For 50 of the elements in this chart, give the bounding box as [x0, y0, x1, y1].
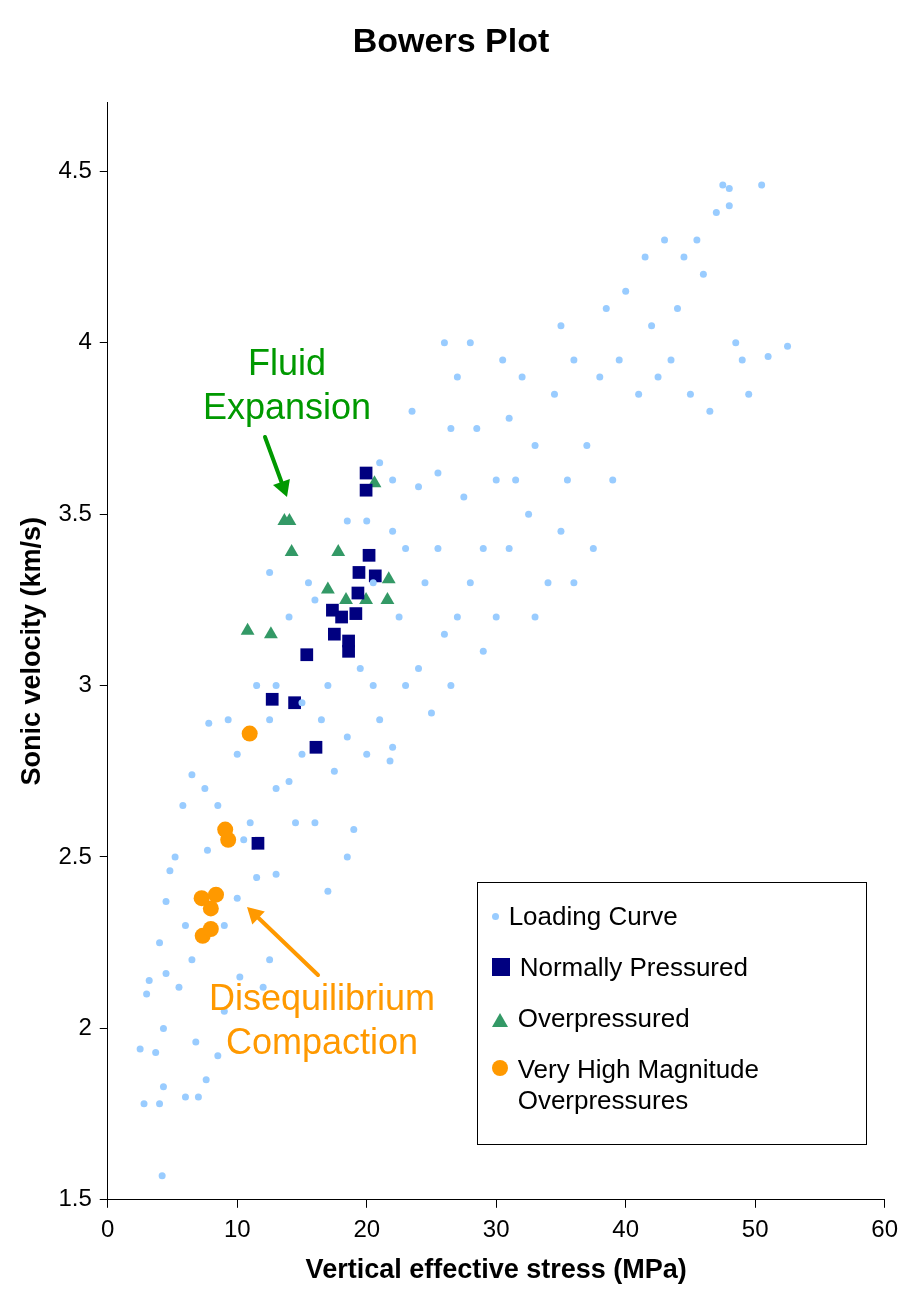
- point: [284, 543, 299, 556]
- point: [362, 548, 376, 562]
- legend-label: Loading Curve: [508, 900, 678, 932]
- point: [241, 725, 258, 742]
- legend-label: Overpressured: [517, 1002, 690, 1034]
- point: [331, 543, 346, 556]
- y-tick-label: 3: [78, 670, 92, 698]
- point: [288, 696, 301, 710]
- y-tick-label: 4: [78, 327, 92, 355]
- point: [240, 622, 255, 635]
- point: [349, 607, 363, 620]
- x-tick-label: 10: [223, 1214, 251, 1242]
- point: [342, 644, 355, 658]
- point: [208, 886, 225, 903]
- point: [359, 591, 374, 604]
- chart-title: Bowers Plot: [352, 20, 550, 59]
- point: [339, 591, 353, 604]
- point: [265, 692, 279, 706]
- y-tick-label: 4.5: [58, 155, 92, 183]
- point: [251, 836, 265, 850]
- point: [202, 900, 219, 917]
- point: [309, 740, 323, 754]
- point: [220, 831, 237, 848]
- y-tick-label: 2: [78, 1013, 92, 1041]
- legend-label: Normally Pressured: [519, 951, 748, 983]
- point: [380, 591, 395, 604]
- x-axis-title: Vertical effective stress (MPa): [305, 1254, 687, 1285]
- point: [352, 566, 366, 579]
- point: [335, 610, 348, 624]
- point: [263, 626, 278, 639]
- x-tick-label: 20: [353, 1214, 381, 1242]
- x-tick-label: 50: [741, 1214, 769, 1242]
- point: [202, 920, 219, 937]
- x-tick-label: 30: [482, 1214, 510, 1242]
- point: [193, 890, 210, 907]
- y-axis-title: Sonic velocity (km/s): [15, 517, 46, 786]
- x-tick-label: 0: [101, 1214, 115, 1242]
- point: [381, 571, 396, 584]
- annotation: Fluid Expansion: [201, 341, 373, 429]
- point: [320, 581, 335, 594]
- x-tick-label: 40: [612, 1214, 640, 1242]
- x-tick-label: 60: [871, 1214, 898, 1242]
- y-tick-label: 2.5: [58, 841, 92, 869]
- point: [300, 648, 314, 662]
- y-tick-label: 3.5: [58, 498, 92, 526]
- y-tick-label: 1.5: [58, 1184, 92, 1212]
- legend-label: Very High Magnitude Overpressures: [517, 1053, 761, 1116]
- annotation: Disequilibrium Compaction: [207, 976, 437, 1064]
- point: [359, 483, 373, 497]
- point: [327, 627, 341, 641]
